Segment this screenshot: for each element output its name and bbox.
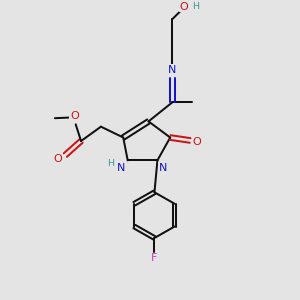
Text: N: N bbox=[117, 163, 125, 173]
Text: H: H bbox=[107, 159, 114, 168]
Text: H: H bbox=[192, 2, 199, 11]
Text: N: N bbox=[168, 65, 176, 75]
Text: O: O bbox=[70, 111, 79, 122]
Text: O: O bbox=[192, 136, 201, 147]
Text: N: N bbox=[159, 163, 167, 173]
Text: O: O bbox=[180, 2, 189, 12]
Text: F: F bbox=[151, 254, 158, 263]
Text: O: O bbox=[54, 154, 62, 164]
